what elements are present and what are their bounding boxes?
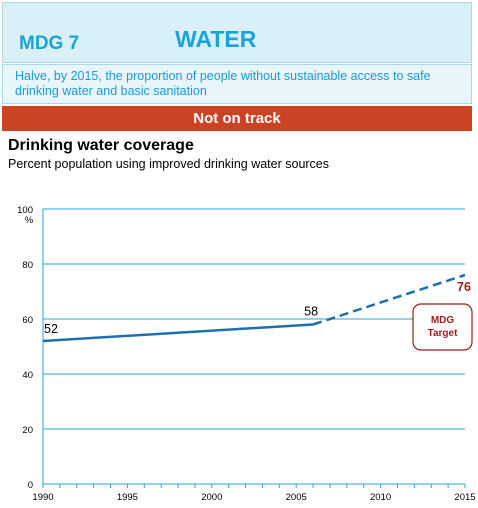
status-banner: Not on track — [2, 106, 472, 131]
target-value-label: 76 — [457, 280, 471, 294]
y-tick-label: 100 — [17, 205, 33, 216]
x-tick-label: 2015 — [454, 492, 475, 503]
y-tick-label: 20 — [22, 425, 33, 436]
x-tick-label: 2000 — [201, 492, 222, 503]
chart-subtitle: Percent population using improved drinki… — [8, 157, 330, 171]
y-tick-label: 0 — [28, 480, 33, 491]
mdg-target-label-line1: MDG — [431, 315, 455, 326]
y-tick-label: 40 — [22, 370, 33, 381]
chart-title: Drinking water coverage — [8, 137, 194, 154]
y-tick-label: 60 — [22, 315, 33, 326]
x-tick-label: 1990 — [32, 492, 53, 503]
goal-topic: WATER — [175, 26, 257, 52]
line-chart: 0 20 40 60 80 100% 1990 1995 2000 2005 2010 2015 52 5… — [17, 205, 475, 503]
x-tick-label: 2010 — [370, 492, 391, 503]
goal-number: MDG 7 — [19, 33, 80, 54]
mdg-target-box — [412, 303, 473, 351]
coverage-line — [42, 323, 314, 343]
data-label: 58 — [304, 305, 318, 319]
y-tick-label: 80 — [22, 260, 33, 271]
projection-line — [312, 273, 466, 326]
goal-description: Halve, by 2015, the proportion of people… — [2, 64, 472, 104]
y-axis-label: % — [25, 215, 34, 226]
x-tick-label: 2005 — [286, 492, 307, 503]
header-banner: MDG 7 WATER — [2, 2, 472, 63]
data-label: 52 — [44, 322, 58, 336]
x-tick-label: 1995 — [117, 492, 138, 503]
mdg-target-label-line2: Target — [428, 328, 458, 339]
